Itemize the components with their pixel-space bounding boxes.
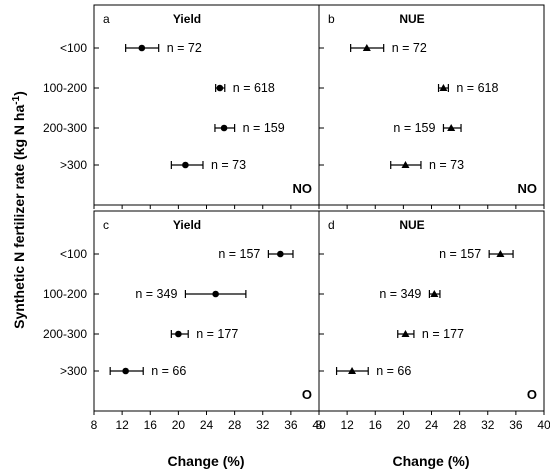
panel-letter: a bbox=[103, 12, 110, 26]
x-tick-label: 16 bbox=[144, 418, 158, 432]
x-tick-label: 24 bbox=[200, 418, 214, 432]
y-tick-label: 200-300 bbox=[43, 121, 87, 135]
y-tick-label: 200-300 bbox=[43, 327, 87, 341]
x-tick-label: 20 bbox=[172, 418, 186, 432]
y-tick-label: <100 bbox=[60, 41, 87, 55]
data-point bbox=[430, 290, 439, 297]
x-tick-label: 12 bbox=[340, 418, 354, 432]
sample-size-label: n = 157 bbox=[218, 247, 260, 261]
sample-size-label: n = 157 bbox=[439, 247, 481, 261]
panel-corner-label: O bbox=[527, 387, 537, 402]
x-tick-label: 32 bbox=[256, 418, 270, 432]
data-point bbox=[175, 330, 182, 338]
panel-title: Yield bbox=[173, 218, 201, 232]
x-tick-label: 8 bbox=[91, 418, 98, 432]
y-tick-label: 100-200 bbox=[43, 81, 87, 95]
x-tick-label: 24 bbox=[425, 418, 439, 432]
x-tick-label: 40 bbox=[537, 418, 550, 432]
sample-size-label: n = 66 bbox=[376, 364, 411, 378]
x-tick-label: 28 bbox=[453, 418, 467, 432]
panel-frame bbox=[93, 4, 320, 206]
data-point bbox=[122, 367, 129, 375]
x-axis-title-right: Change (%) bbox=[393, 453, 470, 469]
y-axis-title: Synthetic N fertilizer rate (kg N ha-1) bbox=[11, 91, 27, 329]
panel-title: NUE bbox=[399, 12, 424, 26]
y-tick-label: 100-200 bbox=[43, 287, 87, 301]
data-point bbox=[401, 161, 410, 168]
panel-c: c Yield O <100 100-200 200-300 >300 8 12 16 20 24 28… bbox=[43, 210, 326, 432]
data-point bbox=[496, 250, 505, 257]
x-tick-label: 36 bbox=[284, 418, 298, 432]
panel-title: Yield bbox=[173, 12, 201, 26]
panel-b: b NUE NO n = 72 n = 618 n = 159 n = 73 bbox=[318, 4, 545, 209]
data-point bbox=[447, 124, 456, 131]
data-point bbox=[212, 290, 219, 298]
data-point bbox=[362, 44, 371, 51]
x-tick-label: 8 bbox=[316, 418, 323, 432]
chart-panels: a Yield NO <100 100-200 200-300 >300 n = 72 n = … bbox=[43, 4, 550, 432]
y-axis-title-superscript: -1 bbox=[11, 95, 22, 104]
sample-size-label: n = 73 bbox=[429, 158, 464, 172]
x-tick-label: 12 bbox=[115, 418, 129, 432]
sample-size-label: n = 618 bbox=[233, 81, 275, 95]
data-point bbox=[216, 84, 224, 92]
sample-size-label: n = 618 bbox=[456, 81, 498, 95]
data-point bbox=[220, 124, 228, 132]
panel-corner-label: NO bbox=[518, 181, 538, 196]
sample-size-label: n = 159 bbox=[393, 121, 435, 135]
panel-letter: d bbox=[328, 218, 335, 232]
sample-size-label: n = 177 bbox=[422, 327, 464, 341]
panel-frame bbox=[318, 4, 545, 206]
y-tick-label: <100 bbox=[60, 247, 87, 261]
sample-size-label: n = 73 bbox=[211, 158, 246, 172]
panel-title: NUE bbox=[399, 218, 424, 232]
panel-frame bbox=[93, 210, 320, 412]
sample-size-label: n = 66 bbox=[151, 364, 186, 378]
x-tick-label: 40 bbox=[312, 418, 326, 432]
sample-size-label: n = 72 bbox=[167, 41, 202, 55]
x-tick-label: 16 bbox=[369, 418, 383, 432]
panel-d: d NUE O 8 12 16 20 24 28 32 36 40 n = 157 n = 349 n = … bbox=[316, 210, 550, 432]
data-point bbox=[348, 367, 357, 374]
x-tick-label: 20 bbox=[397, 418, 411, 432]
data-point bbox=[439, 84, 448, 91]
sample-size-label: n = 72 bbox=[392, 41, 427, 55]
x-tick-label: 28 bbox=[228, 418, 242, 432]
sample-size-label: n = 349 bbox=[379, 287, 421, 301]
panel-letter: c bbox=[103, 218, 109, 232]
sample-size-label: n = 177 bbox=[196, 327, 238, 341]
x-axis-title-left: Change (%) bbox=[168, 453, 245, 469]
data-point bbox=[401, 330, 410, 337]
panel-a: a Yield NO <100 100-200 200-300 >300 n = 72 n = … bbox=[43, 4, 320, 209]
x-tick-label: 36 bbox=[509, 418, 523, 432]
panel-corner-label: O bbox=[302, 387, 312, 402]
data-point bbox=[138, 44, 146, 52]
y-tick-label: >300 bbox=[60, 364, 87, 378]
panel-letter: b bbox=[328, 12, 335, 26]
sample-size-label: n = 349 bbox=[135, 287, 177, 301]
sample-size-label: n = 159 bbox=[243, 121, 285, 135]
y-tick-label: >300 bbox=[60, 158, 87, 172]
panel-corner-label: NO bbox=[293, 181, 313, 196]
data-point bbox=[182, 161, 189, 169]
x-tick-label: 32 bbox=[481, 418, 495, 432]
panel-frame bbox=[318, 210, 545, 412]
data-point bbox=[277, 250, 284, 258]
